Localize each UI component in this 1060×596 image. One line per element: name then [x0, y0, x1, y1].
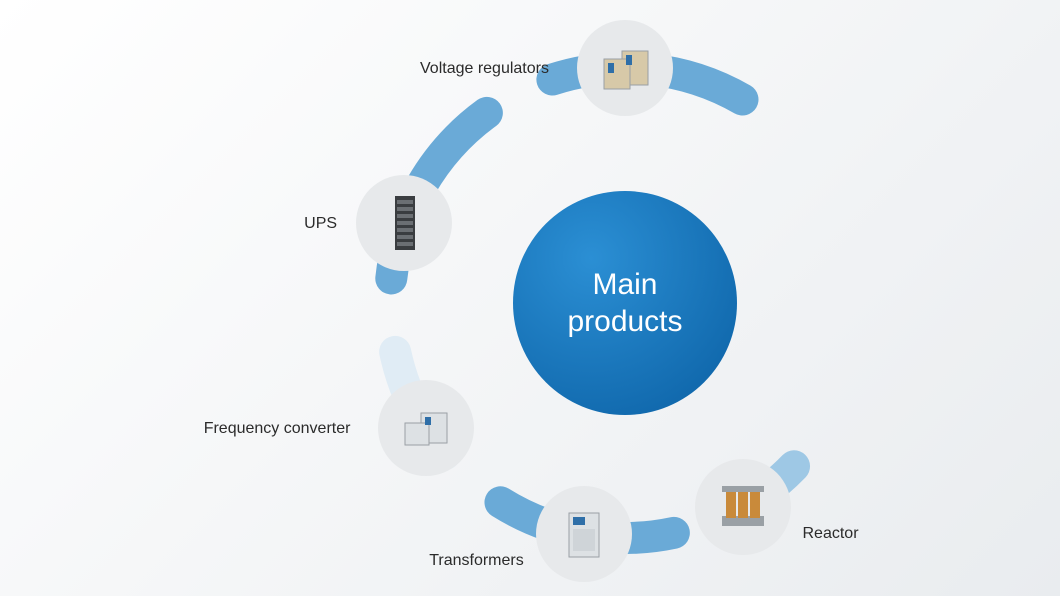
product-node-transformers: [536, 486, 632, 582]
center-title: Mainproducts: [567, 266, 682, 341]
product-label-transformers: Transformers: [429, 552, 524, 570]
voltage-regulators-icon: [590, 33, 660, 103]
product-node-frequency-converter: [378, 380, 474, 476]
reactor-icon: [708, 472, 778, 542]
product-node-ups: [356, 175, 452, 271]
ups-icon: [369, 188, 439, 258]
product-node-reactor: [695, 459, 791, 555]
product-label-reactor: Reactor: [803, 525, 859, 543]
frequency-converter-icon: [391, 393, 461, 463]
product-label-voltage-regulators: Voltage regulators: [420, 60, 549, 78]
product-label-frequency-converter: Frequency converter: [204, 420, 351, 438]
product-label-ups: UPS: [304, 215, 337, 233]
center-circle: Mainproducts: [513, 191, 737, 415]
product-node-voltage-regulators: [577, 20, 673, 116]
center-title-line2: products: [567, 303, 682, 341]
transformers-icon: [549, 499, 619, 569]
center-title-line1: Main: [567, 266, 682, 304]
